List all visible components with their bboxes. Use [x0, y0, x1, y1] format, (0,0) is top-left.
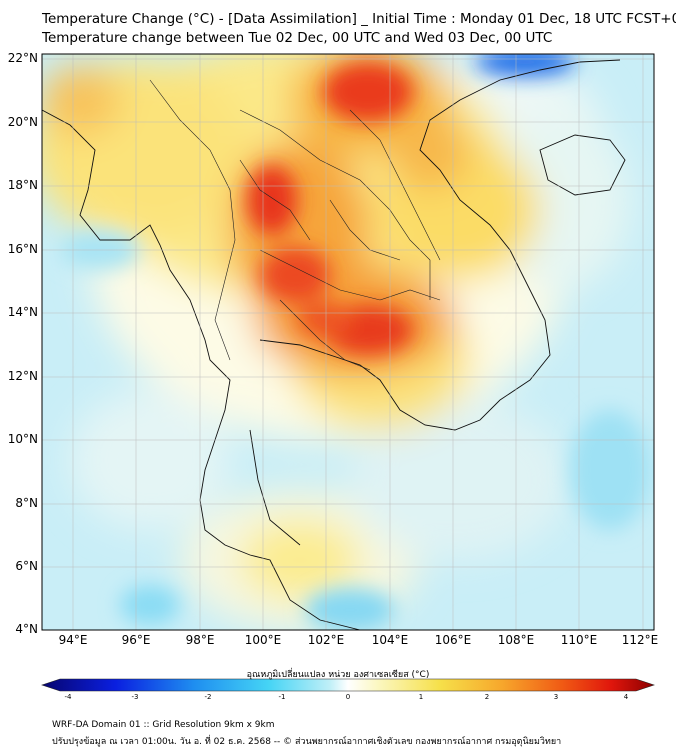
lon-label: 96°E	[121, 633, 151, 647]
footer-model-info: WRF-DA Domain 01 :: Grid Resolution 9km …	[52, 720, 275, 730]
lat-label: 18°N	[7, 178, 38, 192]
lat-label: 22°N	[7, 51, 38, 65]
plot-frame	[41, 53, 655, 631]
lat-label: 4°N	[15, 622, 38, 636]
lat-label: 12°N	[7, 369, 38, 383]
lat-label: 8°N	[15, 496, 38, 510]
lon-label: 112°E	[621, 633, 659, 647]
colorbar-tick: -1	[278, 693, 286, 701]
gridline-layer	[42, 54, 654, 630]
lat-label: 14°N	[7, 305, 38, 319]
field-layer	[42, 54, 654, 630]
colorbar-tick: -2	[204, 693, 212, 701]
lat-label: 20°N	[7, 115, 38, 129]
colorbar-tick: -4	[64, 693, 72, 701]
lat-label: 6°N	[15, 559, 38, 573]
lon-label: 108°E	[497, 633, 535, 647]
lon-label: 106°E	[434, 633, 472, 647]
coastline-layer	[42, 59, 626, 630]
colorbar-tick: 1	[418, 693, 424, 701]
footer-credit: ปรับปรุงข้อมูล ณ เวลา 01:00น. วัน อ. ที่…	[52, 737, 562, 747]
border-layer	[149, 79, 441, 371]
lon-label: 110°E	[560, 633, 598, 647]
lon-label: 100°E	[244, 633, 282, 647]
colorbar-tick: 3	[553, 693, 559, 701]
lat-label: 16°N	[7, 242, 38, 256]
colorbar	[41, 678, 655, 692]
lon-label: 102°E	[307, 633, 345, 647]
lon-label: 98°E	[185, 633, 215, 647]
colorbar-tick: 0	[345, 693, 351, 701]
colorbar-label: อุณหภูมิเปลี่ยนแปลง หน่วย องศาเซลเซียส (…	[246, 670, 430, 680]
colorbar-tick: 2	[484, 693, 490, 701]
colorbar-tick: -3	[131, 693, 139, 701]
map-subtitle: Temperature change between Tue 02 Dec, 0…	[42, 30, 553, 46]
lat-label: 10°N	[7, 432, 38, 446]
lon-label: 104°E	[371, 633, 409, 647]
colorbar-tick: 4	[623, 693, 629, 701]
map-title: Temperature Change (°C) - [Data Assimila…	[42, 11, 676, 27]
lon-label: 94°E	[58, 633, 88, 647]
